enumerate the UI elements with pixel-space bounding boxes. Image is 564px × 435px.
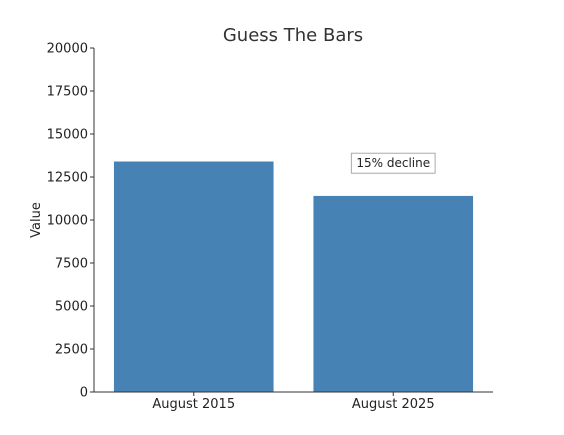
plot-area: 0 2500 5000 7500 10000 12500 15000 17500 20000 Au…	[47, 42, 493, 412]
chart-title: Guess The Bars	[223, 25, 363, 46]
bar-1	[113, 161, 274, 392]
annotation-box	[350, 152, 436, 174]
annotation-label: 15% decline	[356, 156, 430, 170]
y-tick-label: 0	[80, 386, 88, 401]
y-tick-label: 15000	[47, 128, 88, 143]
y-tick-label: 7500	[55, 257, 88, 272]
y-tick-label: 2500	[55, 343, 88, 358]
y-tick-label: 5000	[55, 300, 88, 315]
y-tick-label: 10000	[47, 214, 88, 229]
bar-2	[313, 195, 474, 392]
y-tick-label: 20000	[47, 42, 88, 57]
y-tick-label: 17500	[47, 85, 88, 100]
x-tick-label: August 2015	[152, 397, 235, 412]
x-tick-label: August 2025	[352, 397, 435, 412]
y-axis-label: Value	[29, 202, 44, 238]
y-tick-label: 12500	[47, 171, 88, 186]
